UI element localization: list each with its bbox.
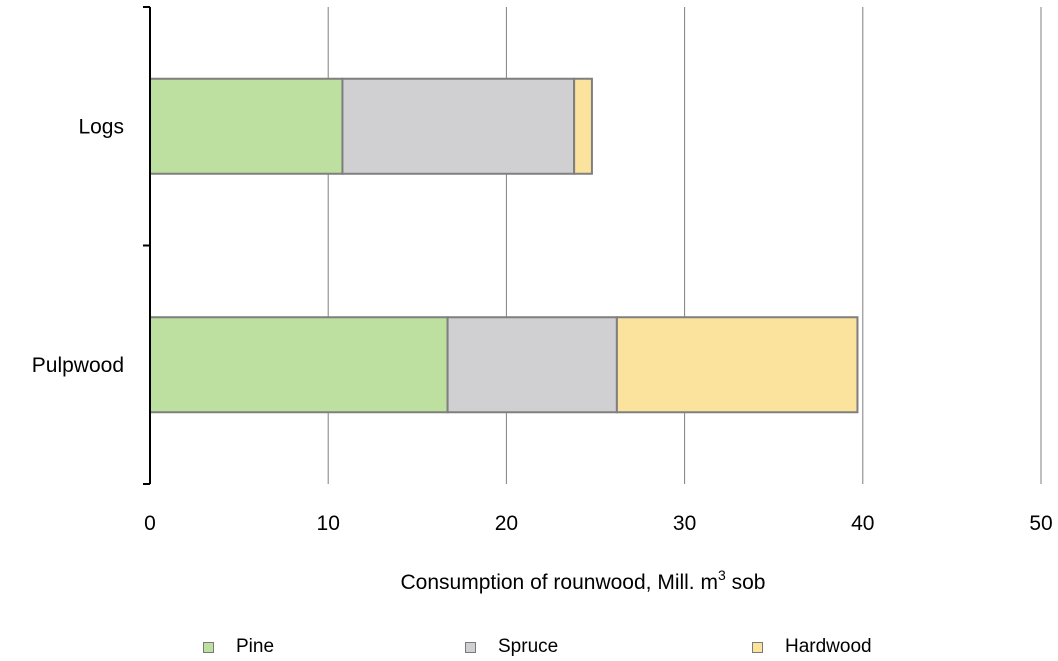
legend-item-hardwood: Hardwood <box>752 636 872 658</box>
x-tick-label-0: 0 <box>144 512 156 535</box>
bar-hardwood-logs <box>573 77 593 175</box>
legend-swatch-hardwood <box>752 641 763 653</box>
legend-swatch-pine <box>203 641 214 653</box>
legend: Pine Spruce Hardwood <box>0 636 1058 660</box>
x-axis-title-suffix: sob <box>726 571 766 594</box>
y-axis <box>143 6 151 485</box>
x-tick-label-30: 30 <box>673 512 696 535</box>
x-tick-label-40: 40 <box>851 512 874 535</box>
x-tick-label-20: 20 <box>495 512 518 535</box>
x-axis-title: Consumption of rounwood, Mill. m3 sob <box>401 567 766 594</box>
legend-item-spruce: Spruce <box>465 636 558 658</box>
labels: 0 10 20 30 40 50 Logs Pulpwood <box>32 115 1053 535</box>
legend-label-spruce: Spruce <box>498 636 559 657</box>
bar-hardwood-pulpwood <box>615 316 859 414</box>
bar-spruce-pulpwood <box>446 316 618 414</box>
legend-swatch-spruce <box>465 641 476 653</box>
bar-pine-pulpwood <box>149 316 449 414</box>
category-label-logs: Logs <box>78 115 124 138</box>
x-tick-label-10: 10 <box>317 512 340 535</box>
legend-item-pine: Pine <box>203 636 274 658</box>
bars <box>149 77 859 414</box>
x-axis-title-main: Consumption of rounwood, Mill. m <box>401 571 718 594</box>
legend-label-pine: Pine <box>236 636 275 657</box>
legend-label-hardwood: Hardwood <box>785 636 872 657</box>
category-label-pulpwood: Pulpwood <box>32 354 124 377</box>
x-tick-label-50: 50 <box>1029 512 1052 535</box>
x-axis-title-superscript: 3 <box>718 567 726 583</box>
bar-spruce-logs <box>341 77 576 175</box>
bar-pine-logs <box>149 77 344 175</box>
